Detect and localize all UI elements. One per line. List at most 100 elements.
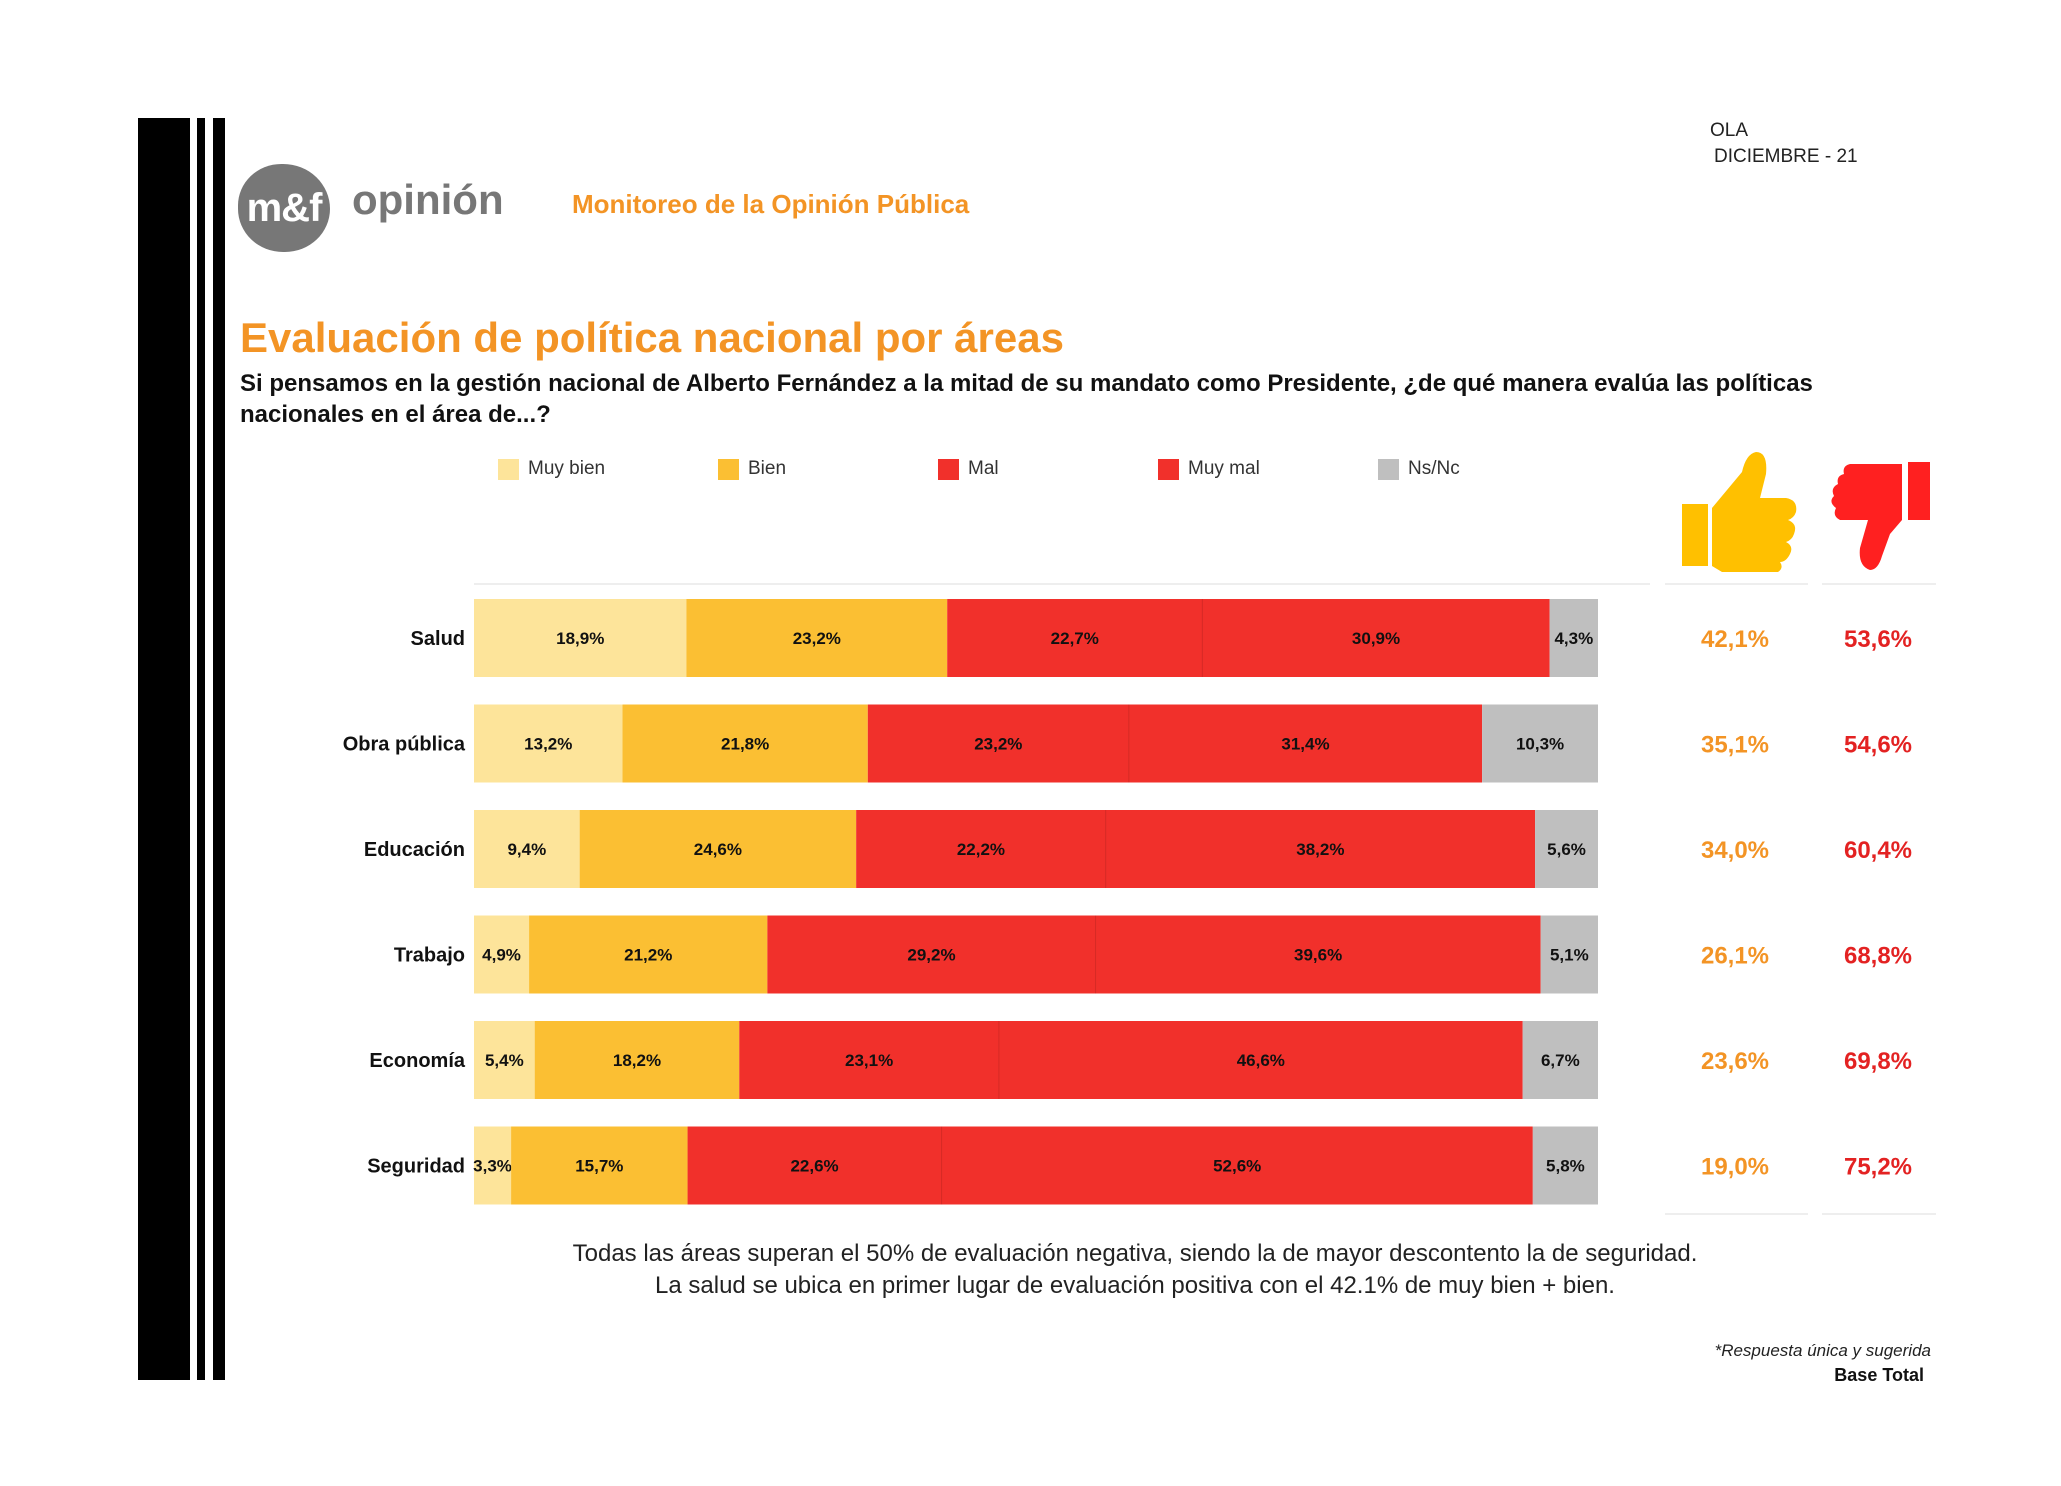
category-label-salud: Salud	[411, 628, 465, 650]
data-label-bien-seguridad: 15,7%	[575, 1157, 623, 1176]
legend-swatch-ns-nc	[1378, 458, 1399, 480]
base-note: Base Total	[1834, 1365, 1924, 1385]
positive-total-seguridad: 19,0%	[1701, 1154, 1769, 1181]
legend-label-muy-bien: Muy bien	[528, 458, 606, 479]
legend-label-muy-mal: Muy mal	[1188, 458, 1260, 479]
thumbs-up-icon	[1682, 452, 1797, 572]
left-stripe-wide	[138, 118, 190, 1380]
bar-ns-nc-educacion	[1535, 810, 1598, 888]
bar-bien-trabajo	[529, 915, 768, 994]
bar-mal-salud	[947, 599, 1203, 677]
positive-total-economia: 23,6%	[1701, 1048, 1769, 1075]
data-label-mal-educacion: 22,2%	[957, 840, 1005, 859]
positive-total-salud: 42,1%	[1701, 626, 1769, 653]
question-text: Si pensamos en la gestión nacional de Al…	[240, 370, 1813, 428]
wave-label: OLA	[1710, 120, 1749, 141]
left-stripe-thin-2	[213, 118, 225, 1380]
bar-muy-bien-obra-publica	[474, 704, 623, 783]
bar-muy-mal-economia	[998, 1021, 1523, 1099]
logo-word: opinión	[352, 176, 504, 223]
data-label-ns-nc-economia: 6,7%	[1541, 1051, 1580, 1070]
legend-item-muy-mal: Muy mal	[1158, 458, 1260, 480]
response-note: *Respuesta única y sugerida	[1714, 1341, 1931, 1360]
data-label-bien-obra-publica: 21,8%	[721, 735, 769, 754]
bar-bien-educacion	[579, 810, 857, 888]
bar-ns-nc-economia	[1522, 1021, 1598, 1099]
legend-item-mal: Mal	[938, 458, 999, 480]
bar-muy-mal-salud	[1202, 599, 1550, 677]
negative-total-salud: 53,6%	[1844, 626, 1912, 653]
data-label-muy-bien-obra-publica: 13,2%	[524, 735, 572, 754]
legend-swatch-mal	[938, 458, 959, 480]
data-label-bien-educacion: 24,6%	[694, 840, 742, 859]
data-label-muy-mal-economia: 46,6%	[1237, 1051, 1285, 1070]
data-label-mal-salud: 22,7%	[1051, 629, 1099, 648]
category-label-obra-publica: Obra pública	[343, 734, 466, 756]
data-label-mal-obra-publica: 23,2%	[974, 735, 1022, 754]
bar-muy-mal-trabajo	[1095, 915, 1541, 994]
left-stripe-thin-1	[197, 118, 205, 1380]
bar-ns-nc-obra-publica	[1482, 704, 1598, 783]
bar-mal-economia	[739, 1021, 999, 1099]
bar-ns-nc-seguridad	[1532, 1126, 1598, 1205]
bar-mal-obra-publica	[867, 704, 1129, 783]
legend-label-mal: Mal	[968, 458, 999, 479]
positive-total-educacion: 34,0%	[1701, 837, 1769, 864]
bar-muy-bien-economia	[474, 1021, 535, 1099]
data-label-ns-nc-seguridad: 5,8%	[1546, 1157, 1585, 1176]
negative-total-educacion: 60,4%	[1844, 837, 1912, 864]
bar-bien-seguridad	[511, 1126, 688, 1205]
section-title: Monitoreo de la Opinión Pública	[572, 189, 970, 219]
legend-swatch-muy-mal	[1158, 458, 1179, 480]
data-label-mal-economia: 23,1%	[845, 1051, 893, 1070]
category-label-educacion: Educación	[364, 839, 465, 861]
bar-muy-bien-seguridad	[474, 1126, 512, 1205]
data-label-muy-mal-salud: 30,9%	[1352, 629, 1400, 648]
footnote-line-1: Todas las áreas superan el 50% de evalua…	[572, 1240, 1698, 1267]
data-label-bien-economia: 18,2%	[613, 1051, 661, 1070]
legend-item-muy-bien: Muy bien	[498, 458, 605, 480]
data-label-muy-bien-economia: 5,4%	[485, 1051, 524, 1070]
data-label-muy-bien-salud: 18,9%	[556, 629, 604, 648]
data-label-muy-mal-seguridad: 52,6%	[1213, 1157, 1261, 1176]
negative-total-seguridad: 75,2%	[1844, 1154, 1912, 1181]
data-label-mal-seguridad: 22,6%	[790, 1157, 838, 1176]
legend-label-bien: Bien	[748, 458, 787, 479]
logo-mark-text: m&f	[246, 185, 323, 230]
data-label-ns-nc-trabajo: 5,1%	[1550, 946, 1589, 965]
data-label-ns-nc-obra-publica: 10,3%	[1516, 735, 1564, 754]
bar-ns-nc-salud	[1549, 599, 1598, 677]
data-label-bien-trabajo: 21,2%	[624, 946, 672, 965]
negative-total-economia: 69,8%	[1844, 1048, 1912, 1075]
legend-label-ns-nc: Ns/Nc	[1408, 458, 1460, 479]
thumbs-down-icon	[1831, 462, 1930, 570]
data-label-muy-mal-trabajo: 39,6%	[1294, 946, 1342, 965]
logo-mark: m&f	[238, 164, 330, 252]
data-label-ns-nc-educacion: 5,6%	[1547, 840, 1586, 859]
data-label-mal-trabajo: 29,2%	[907, 946, 955, 965]
negative-total-obra-publica: 54,6%	[1844, 732, 1912, 759]
data-label-muy-mal-educacion: 38,2%	[1296, 840, 1344, 859]
bar-muy-mal-obra-publica	[1128, 704, 1483, 783]
positive-total-trabajo: 26,1%	[1701, 943, 1769, 970]
legend-item-bien: Bien	[718, 458, 786, 480]
positive-total-obra-publica: 35,1%	[1701, 732, 1769, 759]
bar-muy-mal-seguridad	[941, 1126, 1533, 1205]
bar-ns-nc-trabajo	[1540, 915, 1598, 994]
data-label-muy-mal-obra-publica: 31,4%	[1281, 735, 1329, 754]
bar-bien-economia	[534, 1021, 740, 1099]
chart-legend: Muy bien Bien Mal Muy mal Ns/Nc	[498, 458, 1498, 486]
bar-mal-seguridad	[687, 1126, 942, 1205]
bar-muy-bien-salud	[474, 599, 687, 677]
page-title: Evaluación de política nacional por área…	[240, 314, 1064, 361]
category-label-seguridad: Seguridad	[367, 1156, 465, 1178]
legend-item-ns-nc: Ns/Nc	[1378, 458, 1460, 480]
bar-muy-mal-educacion	[1105, 810, 1536, 888]
bar-mal-trabajo	[767, 915, 1096, 994]
data-label-muy-bien-educacion: 9,4%	[507, 840, 546, 859]
bar-bien-obra-publica	[622, 704, 868, 783]
category-label-economia: Economía	[369, 1050, 465, 1072]
data-label-ns-nc-salud: 4,3%	[1554, 629, 1593, 648]
bar-muy-bien-educacion	[474, 810, 580, 888]
